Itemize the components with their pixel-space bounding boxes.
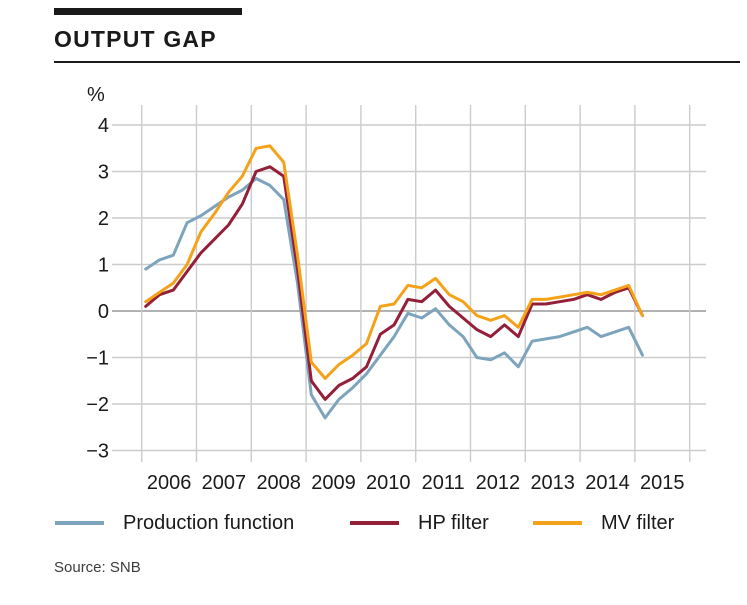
x-tick-label: 2014 (585, 472, 630, 494)
y-tick-label: −3 (86, 441, 109, 463)
x-tick-label: 2012 (476, 472, 521, 494)
legend-item-mv-filter: MV filter (533, 509, 674, 537)
y-tick-label: −1 (86, 348, 109, 370)
y-tick-label: 3 (98, 162, 109, 184)
source-note: Source: SNB (54, 559, 141, 576)
title-divider (54, 61, 740, 63)
legend-label-production-function: Production function (123, 511, 295, 534)
y-axis-unit-label: % (87, 84, 105, 106)
y-tick-label: −2 (86, 394, 109, 416)
chart-legend: Production function HP filter MV filter (0, 509, 747, 537)
x-tick-label: 2013 (530, 472, 575, 494)
x-tick-label: 2010 (366, 472, 411, 494)
chart-title: OUTPUT GAP (54, 26, 217, 52)
legend-swatch-hp-filter (350, 521, 399, 525)
series-line-production-function (144, 177, 644, 420)
legend-swatch-production-function (55, 521, 104, 525)
y-tick-label: 4 (98, 115, 109, 137)
y-tick-label: 0 (98, 301, 109, 323)
series-line-mv-filter (144, 144, 644, 380)
x-tick-label: 2008 (256, 472, 301, 494)
x-tick-label: 2006 (147, 472, 192, 494)
legend-label-hp-filter: HP filter (418, 511, 489, 534)
y-tick-label: 2 (98, 208, 109, 230)
legend-label-mv-filter: MV filter (601, 511, 675, 534)
title-accent-bar (54, 8, 242, 15)
x-tick-label: 2011 (422, 472, 465, 494)
legend-item-production-function: Production function (55, 509, 294, 537)
legend-swatch-mv-filter (533, 521, 582, 525)
x-tick-label: 2007 (202, 472, 247, 494)
series-line-hp-filter (144, 165, 644, 401)
x-tick-label: 2015 (640, 472, 685, 494)
legend-item-hp-filter: HP filter (350, 509, 489, 537)
x-tick-label: 2009 (311, 472, 356, 494)
y-tick-label: 1 (98, 255, 109, 277)
